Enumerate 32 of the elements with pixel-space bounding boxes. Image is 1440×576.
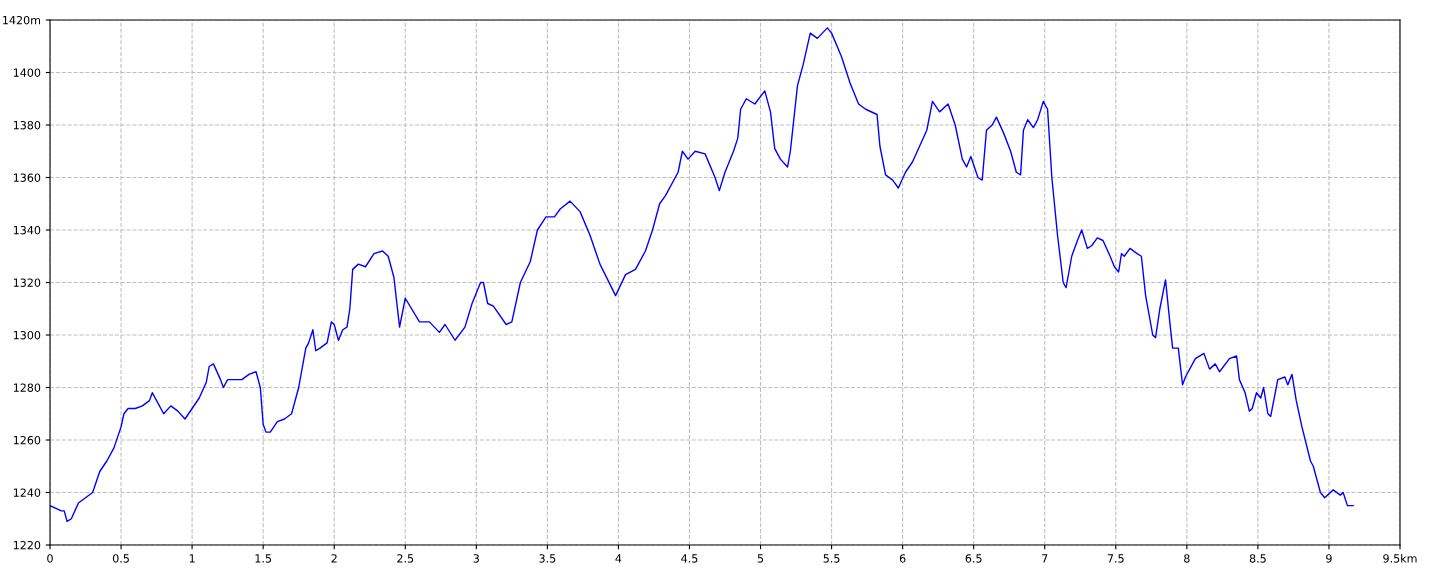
x-tick-label: 8 [1184, 554, 1190, 563]
x-tick-label: 0.5 [112, 554, 129, 563]
x-tick-label: 4.5 [681, 554, 698, 563]
x-tick-label: 2.5 [397, 554, 414, 563]
x-tick-label: 6.5 [965, 554, 982, 563]
x-tick-label: 5 [757, 554, 764, 563]
y-tick-label: 1300 [13, 330, 41, 340]
y-tick-label: 1360 [13, 173, 41, 182]
x-tick-label: 9.5km [1383, 554, 1417, 563]
x-tick-label: 7 [1042, 554, 1048, 563]
x-tick-label: 3.5 [539, 554, 556, 563]
x-tick-label: 1.5 [255, 554, 272, 563]
x-tick-label: 3 [473, 554, 479, 563]
line-series [50, 27, 1354, 523]
x-tick-label: 6 [899, 554, 906, 563]
y-tick-label: 1420m [3, 15, 41, 25]
x-tick-label: 4 [615, 554, 622, 563]
y-tick-label: 1400 [13, 68, 41, 77]
x-tick-label: 8.5 [1249, 554, 1266, 563]
y-tick-label: 1240 [13, 488, 41, 497]
y-tick-label: 1380 [13, 120, 41, 130]
y-tick-label: 1260 [13, 435, 41, 445]
x-tick-label: 0 [47, 554, 53, 563]
y-tick-label: 1280 [13, 383, 41, 392]
x-tick-label: 9 [1326, 554, 1332, 563]
y-tick-label: 1220 [13, 540, 41, 550]
x-tick-label: 7.5 [1107, 554, 1124, 563]
y-tick-label: 1320 [13, 278, 41, 287]
x-tick-label: 1 [189, 554, 195, 563]
y-tick-label: 1340 [13, 225, 41, 235]
x-tick-label: 2 [331, 554, 337, 563]
x-tick-label: 5.5 [823, 554, 840, 563]
